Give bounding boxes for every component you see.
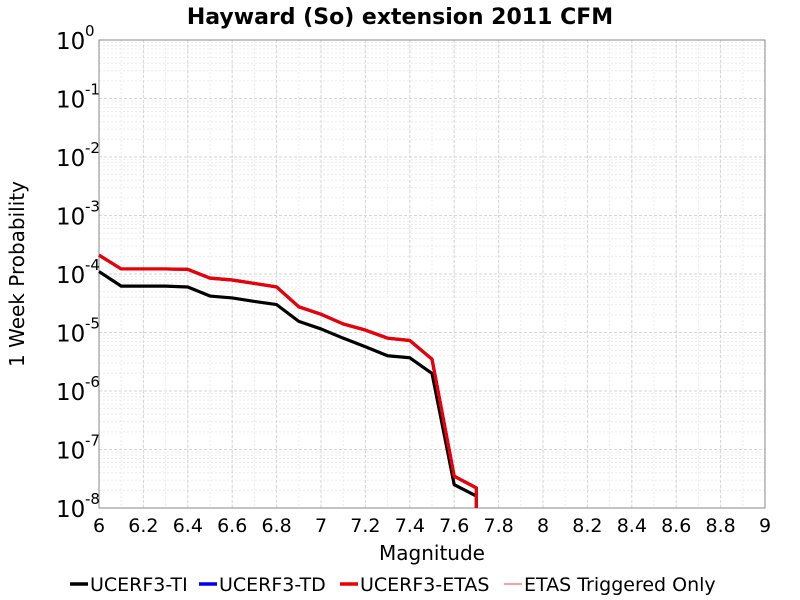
x-tick-label: 7.2 [350,515,380,537]
legend-entry-label: UCERF3-ETAS [360,574,489,596]
y-tick-label: 10 [56,439,85,465]
x-axis-label: Magnitude [379,541,485,565]
x-tick-label: 7 [315,515,327,537]
x-tick-label: 6.4 [173,515,203,537]
series-line-ucerf3-ti [98,270,478,508]
y-axis-label: 1 Week Probability [5,181,29,367]
x-tick-label: 7.4 [395,515,425,537]
y-tick-exponent: -3 [85,198,100,216]
x-tick-label: 9 [759,515,771,537]
y-tick-label: 10 [56,263,85,289]
series-layer [98,253,478,508]
y-tick-exponent: -4 [85,256,100,274]
y-tick-exponent: -1 [85,81,100,99]
legend-entry-label: ETAS Triggered Only [524,574,716,596]
plot-border [98,39,766,509]
x-tick-label: 8.2 [572,515,602,537]
series-line-ucerf3-etas [98,253,478,508]
y-tick-exponent: -7 [85,432,100,450]
y-tick-label: 10 [56,380,85,406]
x-tick-label: 8 [537,515,549,537]
x-tick-label: 8.6 [661,515,691,537]
y-tick-exponent: -6 [85,373,100,391]
x-tick-label: 7.8 [483,515,513,537]
x-tick-label: 7.6 [439,515,469,537]
x-tick-label: 6 [93,515,105,537]
x-tick-label: 8.4 [617,515,647,537]
y-tick-exponent: -2 [85,139,100,157]
y-tick-label: 10 [56,88,85,114]
y-tick-label: 10 [56,205,85,231]
y-tick-label: 10 [56,146,85,172]
legend: UCERF3-TI UCERF3-TD UCERF3-ETAS ETAS Trigge… [70,574,716,596]
legend-entry-label: UCERF3-TD [219,574,326,596]
legend-entry-label: UCERF3-TI [90,574,188,596]
y-tick-exponent: -8 [85,490,100,508]
x-tick-label: 6.6 [217,515,247,537]
y-tick-exponent: -5 [85,315,100,333]
y-tick-label: 10 [56,29,85,55]
x-tick-label: 6.8 [261,515,291,537]
y-tick-label: 10 [56,497,85,523]
chart-title: Hayward (So) extension 2011 CFM [187,5,613,30]
x-tick-labels: 6 6.2 6.4 6.6 6.8 7 7.2 7.4 7.6 7.8 8 8.2 8.4 8.6 8.8 9 [93,515,771,537]
x-tick-label: 6.2 [128,515,158,537]
x-tick-label: 8.8 [705,515,735,537]
y-tick-exponent: 0 [85,22,95,40]
y-tick-label: 10 [56,322,85,348]
